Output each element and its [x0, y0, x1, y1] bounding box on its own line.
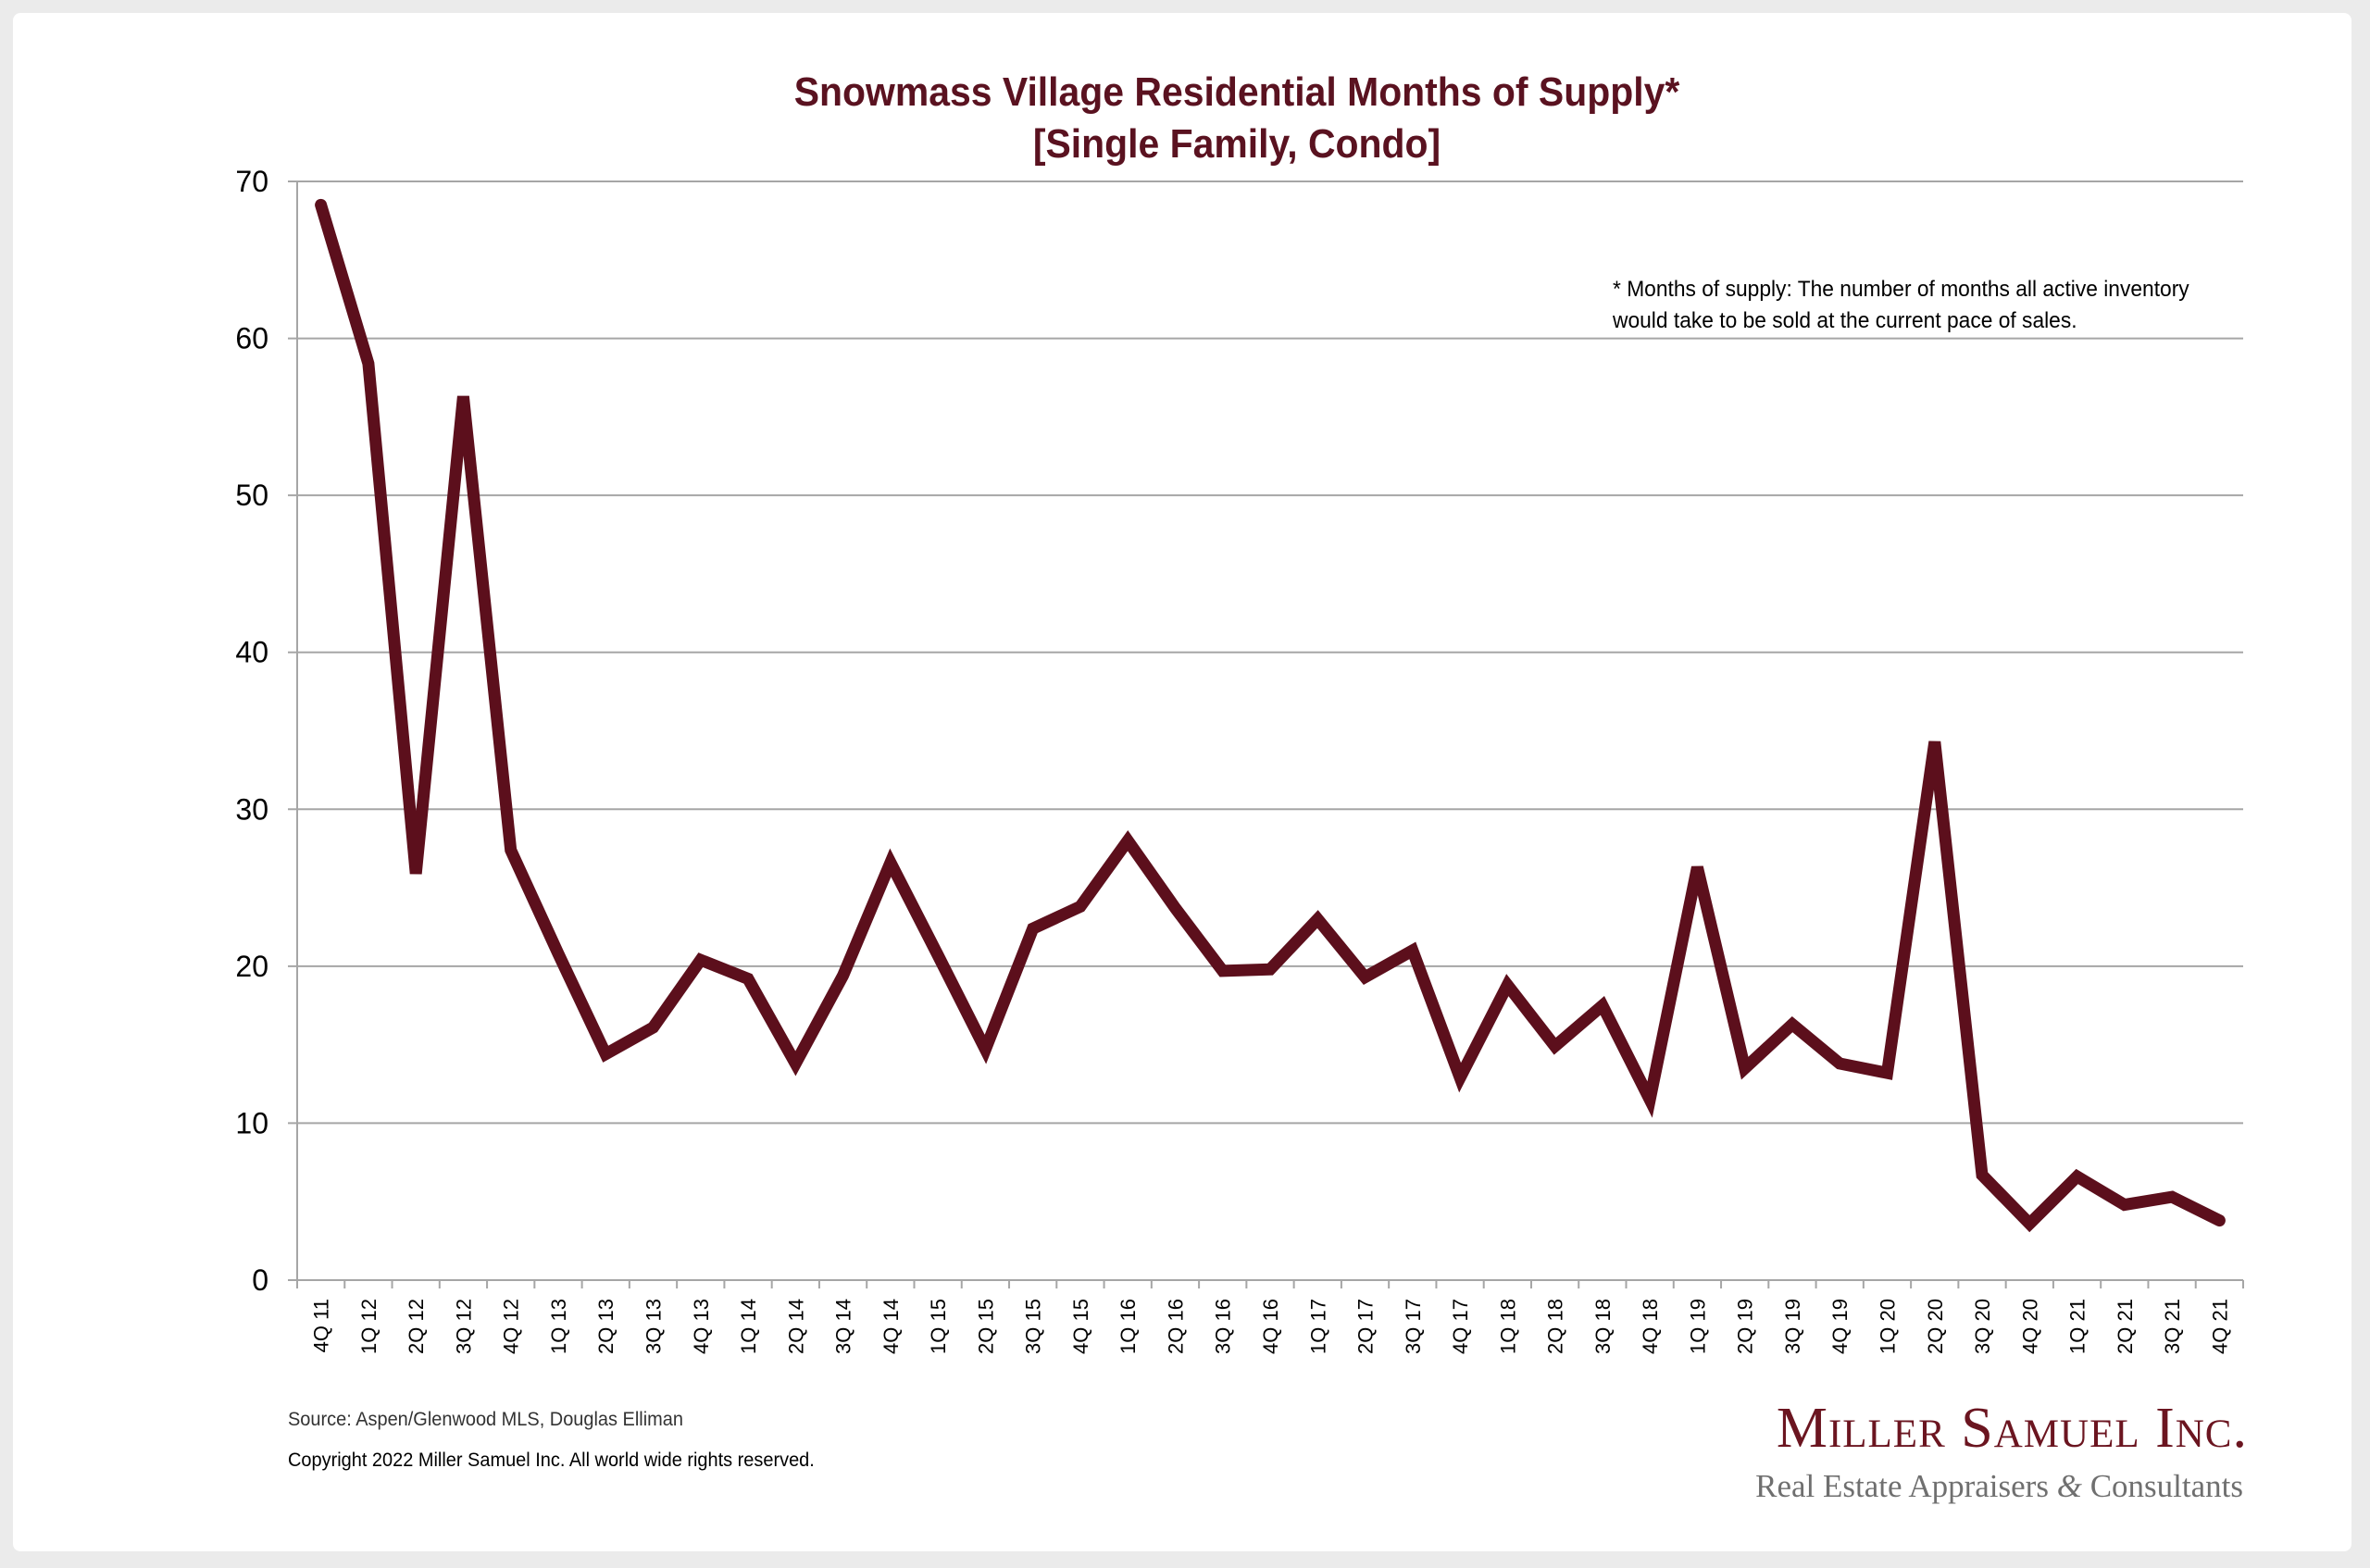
x-tick-label: 3Q 20	[1971, 1299, 1994, 1354]
x-tick-label: 4Q 13	[690, 1299, 713, 1354]
footnote-annotation: * Months of supply: The number of months…	[1613, 277, 2189, 333]
x-tick-label: 2Q 13	[594, 1299, 617, 1354]
tagline-ampersand: &	[2056, 1468, 2082, 1504]
chart-title: Snowmass Village Residential Months of S…	[793, 69, 1680, 115]
x-tick-label: 2Q 14	[784, 1299, 807, 1354]
x-tick-label: 1Q 15	[927, 1299, 950, 1354]
tagline-part1: Real Estate Appraisers	[1755, 1468, 2057, 1504]
x-tick-label: 4Q 14	[879, 1299, 903, 1354]
x-tick-label: 2Q 17	[1354, 1299, 1378, 1354]
x-tick-label: 1Q 16	[1116, 1299, 1140, 1354]
x-tick-label: 3Q 17	[1402, 1299, 1425, 1354]
y-tick-label: 0	[252, 1263, 268, 1297]
x-tick-label: 3Q 21	[2161, 1299, 2184, 1354]
y-tick-label: 50	[235, 479, 268, 512]
chart-title-block: Snowmass Village Residential Months of S…	[87, 67, 2291, 170]
x-tick-label: 1Q 13	[547, 1299, 570, 1354]
x-tick-label: 2Q 21	[2114, 1299, 2137, 1354]
source-text: Source: Aspen/Glenwood MLS, Douglas Elli…	[288, 1409, 683, 1430]
x-tick-label: 2Q 19	[1734, 1299, 1757, 1354]
tagline-part2: Consultants	[2081, 1468, 2243, 1504]
x-tick-label: 4Q 12	[500, 1299, 523, 1354]
y-tick-label: 20	[235, 950, 268, 983]
x-tick-label: 1Q 21	[2066, 1299, 2089, 1354]
y-tick-label: 10	[235, 1106, 268, 1139]
y-axis-ticks: 0 10 20 30 40 50 60 70	[235, 165, 268, 1297]
x-tick-label: 2Q 20	[1924, 1299, 1947, 1354]
chart-subtitle: [Single Family, Condo]	[1032, 121, 1441, 167]
y-tick-label: 30	[235, 792, 268, 826]
x-tick-label: 3Q 15	[1022, 1299, 1045, 1354]
x-tick-label: 4Q 17	[1449, 1299, 1472, 1354]
y-tick-label: 70	[235, 165, 268, 198]
x-tick-label: 1Q 20	[1876, 1299, 1899, 1354]
x-tick-label: 4Q 21	[2208, 1299, 2231, 1354]
company-logo-name: Miller Samuel Inc.	[1776, 1397, 2248, 1460]
gridlines	[288, 180, 2243, 1125]
x-tick-label: 3Q 19	[1781, 1299, 1804, 1354]
x-tick-label: 2Q 18	[1544, 1299, 1567, 1354]
x-tick-label: 4Q 18	[1639, 1299, 1662, 1354]
copyright-text: Copyright 2022 Miller Samuel Inc. All wo…	[288, 1450, 815, 1471]
x-axis	[288, 181, 2244, 1288]
x-tick-label: 4Q 15	[1069, 1299, 1092, 1354]
x-tick-label: 2Q 16	[1164, 1299, 1187, 1354]
x-tick-label: 3Q 14	[832, 1299, 855, 1354]
x-tick-label: 4Q 19	[1828, 1299, 1852, 1354]
y-tick-label: 60	[235, 322, 268, 355]
x-tick-label: 3Q 13	[642, 1299, 666, 1354]
x-tick-label: 1Q 17	[1306, 1299, 1329, 1354]
x-tick-label: 1Q 14	[737, 1299, 760, 1354]
series-group	[315, 198, 2226, 1233]
y-tick-label: 40	[235, 636, 268, 669]
x-tick-label: 3Q 16	[1212, 1299, 1235, 1354]
x-tick-label: 1Q 18	[1496, 1299, 1519, 1354]
x-tick-label: 2Q 15	[974, 1299, 997, 1354]
company-logo-tagline: Real Estate Appraisers & Consultants	[1755, 1468, 2243, 1505]
x-axis-labels: 4Q 11 1Q 12 2Q 12 3Q 12 4Q 12 1Q 13 2Q 13 3Q 13…	[310, 1299, 2232, 1354]
x-tick-label: 3Q 12	[452, 1299, 475, 1354]
series-line	[315, 198, 2226, 1233]
x-tick-label: 1Q 19	[1686, 1299, 1709, 1354]
x-tick-label: 3Q 18	[1591, 1299, 1615, 1354]
x-tick-label: 1Q 12	[357, 1299, 380, 1354]
x-tick-label: 4Q 20	[2018, 1299, 2041, 1354]
x-tick-label: 2Q 12	[405, 1299, 428, 1354]
x-tick-label: 4Q 11	[310, 1299, 333, 1352]
x-tick-label: 4Q 16	[1259, 1299, 1282, 1354]
